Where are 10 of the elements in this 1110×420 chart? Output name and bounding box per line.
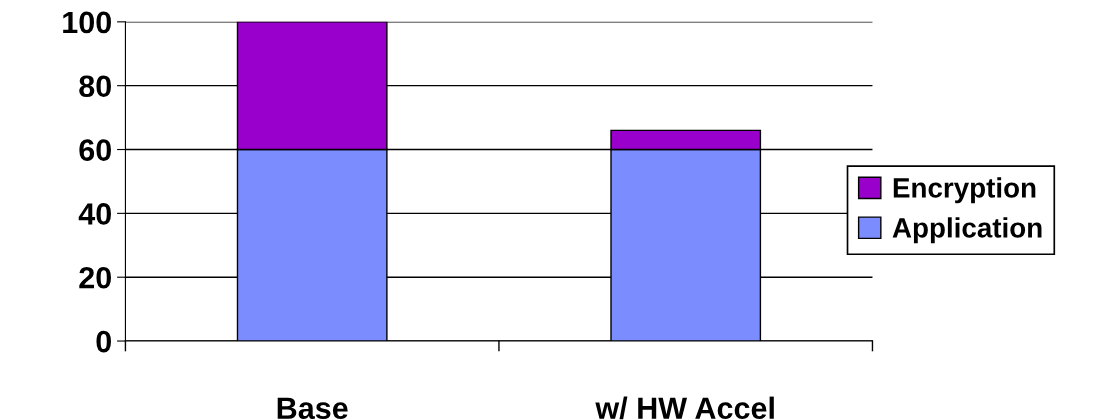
y-tick-label: 20 (79, 266, 111, 289)
legend-label: Application (892, 217, 1042, 244)
y-tick-label: 80 (79, 75, 111, 98)
x-tick-label: Base (277, 397, 348, 420)
y-tick-label: 100 (63, 11, 111, 34)
y-tick-label: 40 (78, 203, 111, 225)
y-tick-label: 0 (96, 330, 111, 353)
y-tick-label: 60 (79, 139, 111, 161)
x-tick-label: w/ HW Accel (595, 396, 774, 420)
legend-label: Encryption (893, 177, 1036, 204)
